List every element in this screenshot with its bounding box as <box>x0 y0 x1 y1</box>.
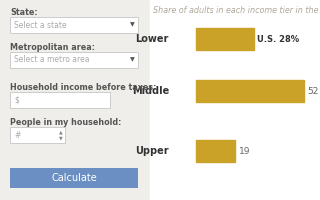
Text: U.S. 28%: U.S. 28% <box>257 34 299 44</box>
Bar <box>196 80 304 102</box>
Text: ▼: ▼ <box>130 58 135 62</box>
Text: $: $ <box>14 96 19 104</box>
FancyBboxPatch shape <box>10 127 65 143</box>
FancyBboxPatch shape <box>10 52 138 68</box>
Text: 52: 52 <box>307 86 318 96</box>
Text: Middle: Middle <box>132 86 169 96</box>
Text: Select a metro area: Select a metro area <box>14 55 90 64</box>
Text: ▼: ▼ <box>130 22 135 27</box>
Text: #: # <box>14 130 20 140</box>
Text: Select a state: Select a state <box>14 21 67 29</box>
FancyBboxPatch shape <box>10 168 138 188</box>
Text: Household income before taxes:: Household income before taxes: <box>10 83 156 92</box>
Bar <box>150 0 320 200</box>
Text: Metropolitan area:: Metropolitan area: <box>10 43 95 52</box>
Text: Upper: Upper <box>135 146 169 156</box>
Text: ▲: ▲ <box>59 130 63 135</box>
Text: Calculate: Calculate <box>51 173 97 183</box>
Text: People in my household:: People in my household: <box>10 118 121 127</box>
FancyBboxPatch shape <box>10 17 138 33</box>
Text: Share of adults in each income tier in the U.S.: Share of adults in each income tier in t… <box>153 6 320 15</box>
Bar <box>196 28 254 50</box>
Bar <box>196 140 236 162</box>
FancyBboxPatch shape <box>10 92 110 108</box>
Bar <box>0 0 150 200</box>
Text: 19: 19 <box>238 146 250 156</box>
Text: Lower: Lower <box>136 34 169 44</box>
Text: State:: State: <box>10 8 38 17</box>
Text: ▼: ▼ <box>59 135 63 140</box>
